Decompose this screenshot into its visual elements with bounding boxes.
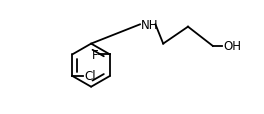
Text: Cl: Cl [84, 70, 96, 83]
Text: OH: OH [223, 40, 241, 53]
Text: NH: NH [141, 19, 158, 32]
Text: F: F [92, 48, 98, 61]
